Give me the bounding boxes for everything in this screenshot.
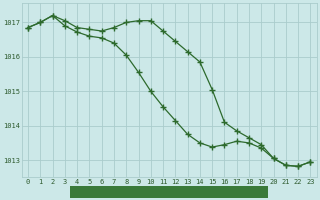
X-axis label: Graphe pression niveau de la mer (hPa): Graphe pression niveau de la mer (hPa) [74, 188, 264, 197]
